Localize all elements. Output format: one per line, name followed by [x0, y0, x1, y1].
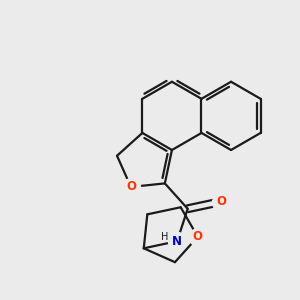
Text: O: O: [193, 230, 203, 243]
Text: O: O: [216, 195, 226, 208]
Text: N: N: [172, 235, 182, 248]
Text: O: O: [126, 180, 136, 194]
Text: H: H: [161, 232, 169, 242]
